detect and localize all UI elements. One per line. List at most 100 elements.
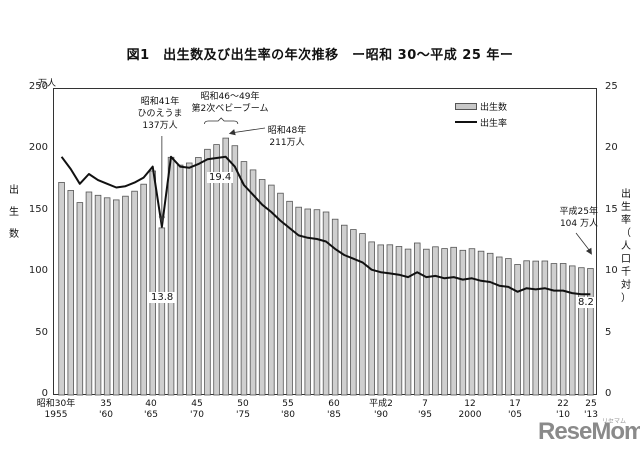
x-axis-tick: 昭和30年 1955	[34, 399, 78, 421]
births-bar	[395, 246, 403, 396]
annotation-hinoeuma: 昭和41年 ひのえうま 137万人	[137, 97, 183, 131]
right-axis-label-char: 口	[621, 254, 631, 265]
left-axis-tick: 50	[35, 326, 48, 338]
births-bar	[149, 170, 156, 396]
x-axis-tick: 25'13	[571, 399, 611, 421]
x-tick-year: '13	[584, 410, 598, 420]
births-bar	[295, 206, 302, 396]
x-tick-era: 40	[145, 399, 157, 409]
right-axis-tick: 25	[605, 81, 618, 92]
x-tick-year: '10	[556, 410, 570, 420]
x-tick-year: 2000	[458, 410, 482, 420]
right-axis-label-char: 千	[621, 267, 631, 278]
x-tick-era: 60	[328, 399, 340, 409]
x-axis-tick: 45'70	[177, 399, 217, 421]
x-tick-year: '70	[190, 410, 204, 420]
right-axis-tick: 0	[605, 388, 612, 399]
births-bar	[413, 242, 421, 396]
births-bar	[523, 260, 530, 396]
birth-rate-line	[60, 155, 591, 296]
births-bar	[340, 224, 348, 396]
legend-item-rate: 出生率	[455, 114, 507, 130]
right-axis-label-char: 人	[621, 241, 631, 252]
births-bar	[140, 183, 147, 396]
rate-label-2013: 8.2	[576, 297, 596, 308]
x-tick-year: '65	[144, 410, 158, 420]
left-axis-tick: 250	[28, 81, 48, 92]
births-bar	[76, 202, 84, 396]
births-bar	[441, 248, 448, 396]
births-bar	[495, 256, 503, 396]
watermark-logo: ReseMom	[538, 418, 640, 445]
x-tick-era: 25	[585, 399, 597, 409]
births-bar	[587, 268, 594, 396]
births-bar	[359, 233, 366, 396]
x-axis-tick: 50'75	[223, 399, 263, 421]
x-tick-year: '75	[236, 410, 250, 420]
births-bars	[58, 137, 594, 396]
rate-label-peak: 19.4	[207, 172, 234, 183]
births-bar	[58, 181, 65, 396]
x-tick-era: 平成2	[369, 399, 393, 409]
x-tick-era: 50	[237, 399, 249, 409]
x-axis-tick: 22'10	[543, 399, 583, 421]
x-tick-era: 35	[100, 399, 112, 409]
x-axis-tick: 35'60	[86, 399, 126, 421]
births-bar	[386, 244, 394, 396]
births-bar	[450, 246, 457, 396]
right-axis-tick: 15	[605, 203, 618, 215]
right-axis-label-char: （	[621, 228, 631, 239]
x-tick-era: 7	[422, 399, 428, 409]
x-tick-year: '05	[508, 410, 522, 420]
births-bar	[268, 184, 275, 396]
x-axis-tick: 17'05	[495, 399, 535, 421]
x-tick-year: 1955	[44, 410, 68, 420]
x-tick-year: '95	[418, 410, 432, 420]
births-bar	[559, 263, 567, 396]
left-axis-tick: 150	[28, 203, 48, 215]
right-axis-label-char: 出	[621, 189, 631, 200]
x-tick-year: '60	[99, 410, 113, 420]
births-bar	[158, 227, 166, 396]
x-axis-tick: 平成2'90	[361, 399, 401, 421]
births-bar	[103, 197, 111, 396]
watermark-small: リセマム	[602, 418, 627, 425]
births-bar	[94, 194, 102, 396]
births-bar	[113, 199, 120, 396]
x-axis-tick: 60'85	[314, 399, 354, 421]
births-bar	[222, 137, 229, 396]
births-bar	[195, 157, 202, 396]
legend: 出生数 出生率	[455, 98, 507, 130]
left-axis-label-char: 生	[9, 207, 19, 218]
births-bar	[258, 179, 266, 396]
births-bar	[240, 161, 248, 396]
births-bar	[468, 248, 476, 396]
left-axis-label: 出生数	[8, 180, 20, 246]
left-axis-tick: 100	[28, 265, 48, 277]
births-bar	[331, 218, 339, 396]
births-bar	[176, 164, 184, 396]
births-bar	[185, 162, 193, 396]
births-bar	[286, 200, 293, 396]
births-bar	[204, 148, 211, 396]
births-bar	[477, 250, 485, 396]
left-axis-label-char: 数	[9, 229, 19, 240]
births-bar	[550, 263, 558, 396]
x-tick-era: 22	[557, 399, 569, 409]
x-tick-era: 12	[464, 399, 476, 409]
bar-swatch-icon	[455, 102, 477, 110]
right-axis-label-char: ）	[621, 293, 631, 304]
right-axis-label-char: 率	[621, 215, 631, 226]
births-bar	[432, 246, 439, 396]
x-axis-tick: 40'65	[131, 399, 171, 421]
right-axis-tick: 5	[605, 326, 612, 338]
left-axis-tick: 0	[41, 388, 48, 399]
births-bar	[532, 260, 540, 396]
x-tick-era: 17	[509, 399, 521, 409]
births-bar	[249, 169, 257, 396]
births-bar	[514, 264, 521, 396]
rate-label-1966: 13.8	[149, 292, 176, 303]
births-bar	[578, 267, 585, 396]
x-tick-year: '85	[327, 410, 341, 420]
